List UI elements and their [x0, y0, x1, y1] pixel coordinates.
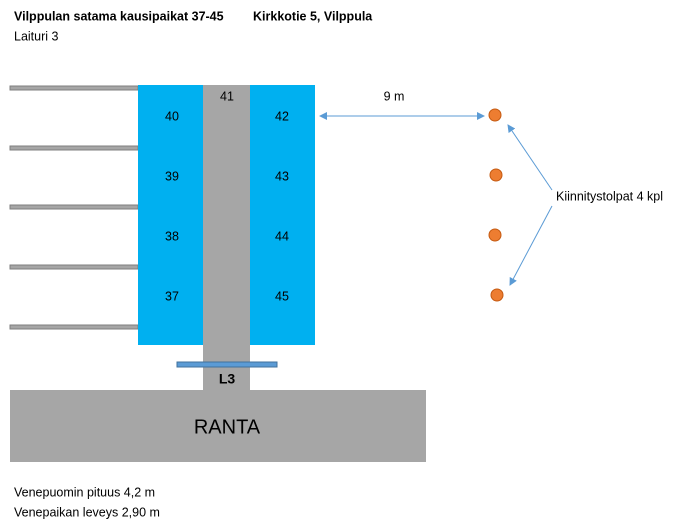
slot-label: 40 — [165, 109, 179, 123]
post-arrow — [507, 124, 553, 191]
berths-left — [138, 85, 203, 345]
slot-label: 39 — [165, 169, 179, 183]
posts-label: Kiinnitystolpat 4 kpl — [556, 189, 663, 203]
mooring-post — [489, 168, 503, 182]
slot-label: 37 — [165, 289, 179, 303]
slot-label: 45 — [275, 289, 289, 303]
footer-line: Venepuomin pituus 4,2 m — [14, 485, 155, 499]
shore — [10, 390, 426, 462]
boom — [9, 85, 139, 91]
pier-label: L3 — [219, 371, 236, 387]
slot-label: 42 — [275, 109, 289, 123]
mooring-post — [490, 288, 504, 302]
boom — [9, 204, 139, 210]
mooring-post — [488, 108, 502, 122]
footer-line: Venepaikan leveys 2,90 m — [14, 505, 160, 519]
gangway — [176, 361, 278, 368]
shore-label: RANTA — [194, 416, 261, 438]
slot-label: 38 — [165, 229, 179, 243]
berths-right — [250, 85, 315, 345]
distance-label: 9 m — [384, 89, 405, 103]
slot-label: 43 — [275, 169, 289, 183]
slot-label: 41 — [220, 89, 234, 103]
boom — [9, 145, 139, 151]
post-arrow — [509, 205, 553, 286]
boom — [9, 324, 139, 330]
address: Kirkkotie 5, Vilppula — [253, 9, 373, 23]
pier — [203, 85, 250, 390]
subtitle: Laituri 3 — [14, 29, 59, 43]
title: Vilppulan satama kausipaikat 37-45 — [14, 9, 224, 23]
mooring-post — [488, 228, 502, 242]
slot-label: 44 — [275, 229, 289, 243]
boom — [9, 264, 139, 270]
